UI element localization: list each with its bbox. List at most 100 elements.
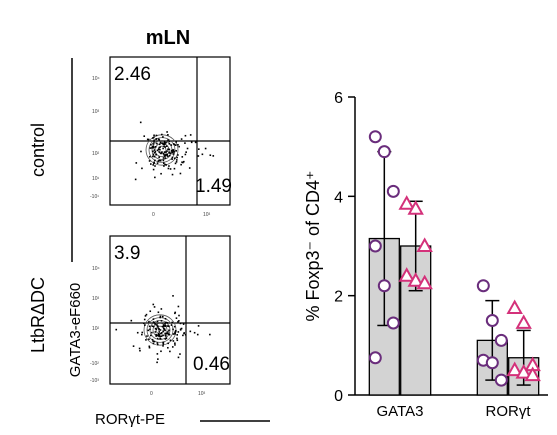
data-point: [377, 145, 391, 159]
event-dot: [156, 325, 159, 327]
event-dot: [157, 358, 159, 360]
event-dot: [153, 340, 156, 343]
event-dot: [165, 337, 168, 340]
event-dot: [171, 321, 174, 324]
ytick-l-5: -10³: [90, 378, 99, 384]
event-dot: [172, 340, 175, 342]
event-dot: [154, 176, 156, 179]
event-dot: [130, 319, 133, 322]
event-dot: [162, 327, 165, 330]
event-dot: [160, 172, 162, 175]
event-dot: [153, 134, 155, 137]
event-dot: [178, 145, 180, 148]
event-dot: [175, 317, 178, 319]
event-dot: [180, 327, 183, 330]
event-dot: [143, 135, 146, 137]
event-dot: [181, 161, 183, 164]
data-point: [515, 364, 532, 379]
data-point: [407, 272, 424, 287]
event-dot: [153, 149, 156, 151]
event-dot: [179, 322, 182, 325]
event-dot: [170, 149, 173, 152]
event-dot: [149, 328, 151, 331]
event-dot: [172, 333, 175, 335]
event-dot: [153, 161, 155, 164]
event-dot: [160, 332, 163, 334]
flow-y-axis-label: GATA3-eF660: [67, 283, 84, 377]
event-dot: [148, 320, 150, 323]
data-point: [494, 333, 508, 347]
event-dot: [157, 334, 159, 336]
event-dot: [141, 331, 144, 334]
event-dot: [145, 339, 147, 341]
data-point: [377, 279, 391, 293]
event-dot: [175, 161, 178, 163]
event-dot: [151, 338, 154, 341]
event-dot: [136, 331, 139, 334]
event-dot: [150, 163, 152, 165]
y-tick-label: 6: [334, 90, 343, 107]
row-label-ltbr-text: LtbRΔDC: [28, 277, 48, 353]
row-label-control: control: [28, 123, 48, 177]
event-dot: [148, 160, 151, 162]
event-dot: [201, 153, 204, 156]
event-dot: [163, 143, 166, 146]
event-dot: [163, 154, 165, 156]
event-dot: [184, 333, 187, 336]
event-dot: [171, 158, 173, 160]
event-dot: [170, 324, 173, 326]
event-dot: [152, 137, 154, 139]
event-dot: [171, 156, 174, 159]
bar-chart: 0 2 4 6 GATA3 RORγt % Foxp3⁻ of CD4⁺: [303, 90, 548, 420]
event-dot: [153, 146, 155, 149]
event-dot: [158, 151, 161, 153]
event-dot: [149, 310, 152, 313]
event-dot: [151, 146, 154, 149]
event-dot: [173, 150, 175, 153]
event-dot: [159, 338, 162, 340]
event-dot: [184, 153, 187, 156]
ytick-l-1: 10⁴: [92, 266, 100, 272]
event-dot: [168, 325, 170, 328]
event-dot: [160, 152, 162, 155]
event-dot: [166, 153, 168, 156]
event-dot: [190, 141, 193, 144]
ytick-l-2: 10³: [92, 296, 100, 302]
event-dot: [162, 157, 165, 159]
event-dot: [197, 155, 200, 157]
event-dot: [157, 332, 160, 335]
event-dot: [149, 147, 152, 149]
event-dot: [197, 148, 200, 150]
data-point: [398, 195, 415, 210]
event-dot: [161, 325, 164, 328]
event-dot: [162, 152, 165, 155]
data-point: [386, 184, 400, 198]
event-dot: [156, 353, 159, 355]
event-dot: [158, 139, 161, 141]
event-dot: [163, 140, 166, 143]
event-dot: [165, 145, 168, 148]
event-dot: [163, 328, 166, 331]
event-dot: [162, 325, 165, 328]
event-dot: [163, 141, 166, 144]
event-dot: [173, 157, 176, 160]
event-dot: [158, 333, 160, 336]
data-point: [476, 279, 490, 293]
event-dot: [168, 152, 171, 154]
event-dot: [158, 143, 161, 146]
data-point: [368, 130, 382, 144]
data-point: [515, 314, 532, 329]
contour-ring: [143, 314, 177, 346]
event-dot: [164, 329, 166, 332]
event-dot: [154, 331, 157, 333]
event-dot: [156, 337, 159, 340]
event-dot: [186, 147, 189, 150]
event-dot: [156, 342, 159, 344]
data-point: [485, 314, 499, 327]
event-dot: [197, 325, 200, 327]
event-dot: [139, 349, 141, 352]
flow-title: mLN: [146, 27, 190, 49]
event-dot: [157, 327, 160, 329]
data-point: [506, 361, 523, 377]
event-dot: [167, 333, 170, 335]
